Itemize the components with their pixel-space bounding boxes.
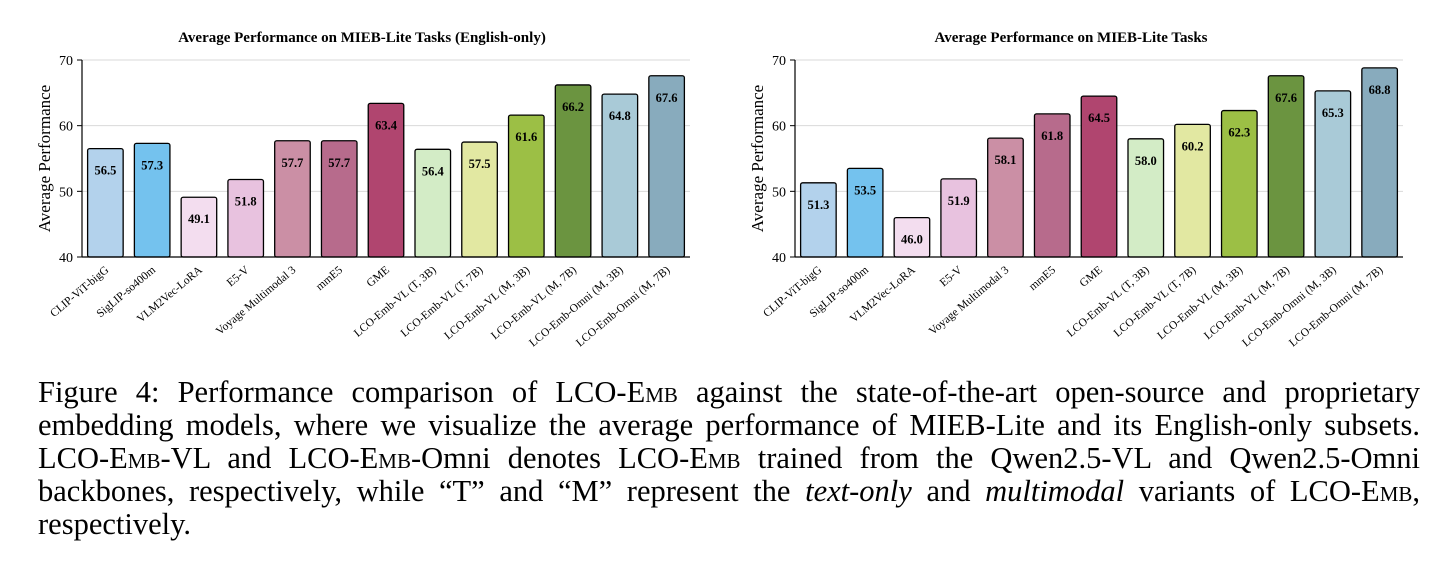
bar-value-label: 65.3 <box>1322 106 1344 120</box>
bar-value-label: 51.8 <box>235 195 257 209</box>
x-tick-label: mmE5 <box>1027 264 1058 293</box>
x-tick-label: LCO-Emb-VL (T, 3B) <box>1065 264 1152 340</box>
caption-text: and <box>911 474 986 508</box>
x-tick-label: LCO-Emb-Omni (M, 3B) <box>1240 264 1339 349</box>
bar-value-label: 66.2 <box>562 100 584 114</box>
x-tick-label: LCO-Emb-Omni (M, 3B) <box>527 264 626 349</box>
bar-value-label: 56.4 <box>422 164 445 178</box>
figure-caption: Figure 4: Performance comparison of LCO-… <box>38 376 1420 541</box>
bar-value-label: 51.9 <box>948 194 970 208</box>
x-tick-label: LCO-Emb-VL (T, 7B) <box>1112 264 1199 340</box>
bar-value-label: 60.2 <box>1182 139 1204 153</box>
bar <box>940 178 978 258</box>
y-axis-label: Average Performance <box>35 85 54 232</box>
bar-value-label: 51.3 <box>807 198 829 212</box>
bar-value-label: 68.8 <box>1369 83 1391 97</box>
bar-value-label: 57.3 <box>141 158 163 172</box>
x-tick-label: LCO-Emb-VL (T, 3B) <box>352 264 439 340</box>
x-tick-label: LCO-Emb-VL (M, 3B) <box>1155 264 1245 342</box>
bar <box>180 196 218 258</box>
y-tick-label: 50 <box>772 185 786 200</box>
x-tick-label: E5-V <box>938 264 965 290</box>
y-axis-label: Average Performance <box>748 85 767 232</box>
y-tick-label: 50 <box>59 185 73 200</box>
caption-text: variants of LCO-E <box>1124 474 1380 508</box>
bar-value-label: 67.6 <box>1275 91 1297 105</box>
caption-italic: text-only <box>805 474 912 508</box>
x-tick-label: LCO-Emb-Omni (M, 7B) <box>574 264 673 349</box>
chart-title: Average Performance on MIEB-Lite Tasks (… <box>178 30 546 46</box>
chart-2: Average Performance on MIEB-Lite Tasks Av… <box>748 30 1403 349</box>
y-tick-label: 60 <box>59 120 73 135</box>
chart-title: Average Performance on MIEB-Lite Tasks <box>934 30 1207 46</box>
caption-smallcaps: mb <box>707 441 741 475</box>
y-tick-label: 70 <box>772 54 786 69</box>
bar-value-label: 64.5 <box>1088 111 1110 125</box>
caption-text: -Omni denotes LCO-E <box>410 441 708 475</box>
bar-value-label: 57.5 <box>469 157 491 171</box>
x-tick-label: LCO-Emb-VL (M, 7B) <box>489 264 579 342</box>
x-tick-label: LCO-Emb-VL (T, 7B) <box>399 264 486 340</box>
bar-value-label: 61.6 <box>515 130 537 144</box>
chart-1: Average Performance on MIEB-Lite Tasks (… <box>35 30 690 349</box>
caption-text: against the state-of-the-art open-source… <box>38 375 1420 475</box>
caption-smallcaps: mb <box>1379 474 1413 508</box>
bar-value-label: 57.7 <box>328 156 350 170</box>
bar-value-label: 61.8 <box>1041 129 1063 143</box>
figure-charts: Average Performance on MIEB-Lite Tasks (… <box>35 30 1403 349</box>
caption-text: -VL and LCO-E <box>160 441 379 475</box>
bar <box>799 182 837 258</box>
bar-value-label: 57.7 <box>282 156 304 170</box>
bar-value-label: 58.0 <box>1135 154 1157 168</box>
x-tick-label: LCO-Emb-VL (M, 3B) <box>442 264 532 342</box>
bar <box>227 178 265 258</box>
x-tick-label: GME <box>1078 264 1105 290</box>
y-tick-label: 40 <box>772 251 786 266</box>
caption-italic: multimodal <box>985 474 1125 508</box>
bar-value-label: 63.4 <box>375 118 398 132</box>
caption-text: trained from the Qwen2.5-VL and Qwen2.5-… <box>38 441 1420 508</box>
x-tick-label: E5-V <box>225 264 252 290</box>
caption-smallcaps: mb <box>645 375 678 409</box>
y-tick-label: 40 <box>59 251 73 266</box>
x-tick-label: mmE5 <box>314 264 345 293</box>
bar-value-label: 46.0 <box>901 233 923 247</box>
x-tick-label: GME <box>365 264 392 290</box>
x-tick-label: LCO-Emb-Omni (M, 7B) <box>1287 264 1386 349</box>
bar-value-label: 64.8 <box>609 109 631 123</box>
caption-smallcaps: mb <box>127 441 161 475</box>
caption-text: , respectively. <box>38 474 1420 541</box>
y-tick-label: 60 <box>772 120 786 135</box>
bar-value-label: 67.6 <box>656 91 678 105</box>
caption-lead: Figure 4: Performance comparison of LCO-… <box>38 375 646 409</box>
x-tick-label: LCO-Emb-VL (M, 7B) <box>1202 264 1292 342</box>
bar-value-label: 56.5 <box>94 164 116 178</box>
x-tick-label: Voyage Multimodal 3 <box>927 264 1012 338</box>
y-tick-label: 70 <box>59 54 73 69</box>
bar <box>846 167 884 258</box>
x-tick-label: Voyage Multimodal 3 <box>214 264 299 338</box>
bar-value-label: 58.1 <box>995 153 1017 167</box>
bar-value-label: 53.5 <box>854 183 876 197</box>
bar-value-label: 62.3 <box>1228 126 1250 140</box>
caption-smallcaps: mb <box>378 441 411 475</box>
bar-value-label: 49.1 <box>188 212 210 226</box>
